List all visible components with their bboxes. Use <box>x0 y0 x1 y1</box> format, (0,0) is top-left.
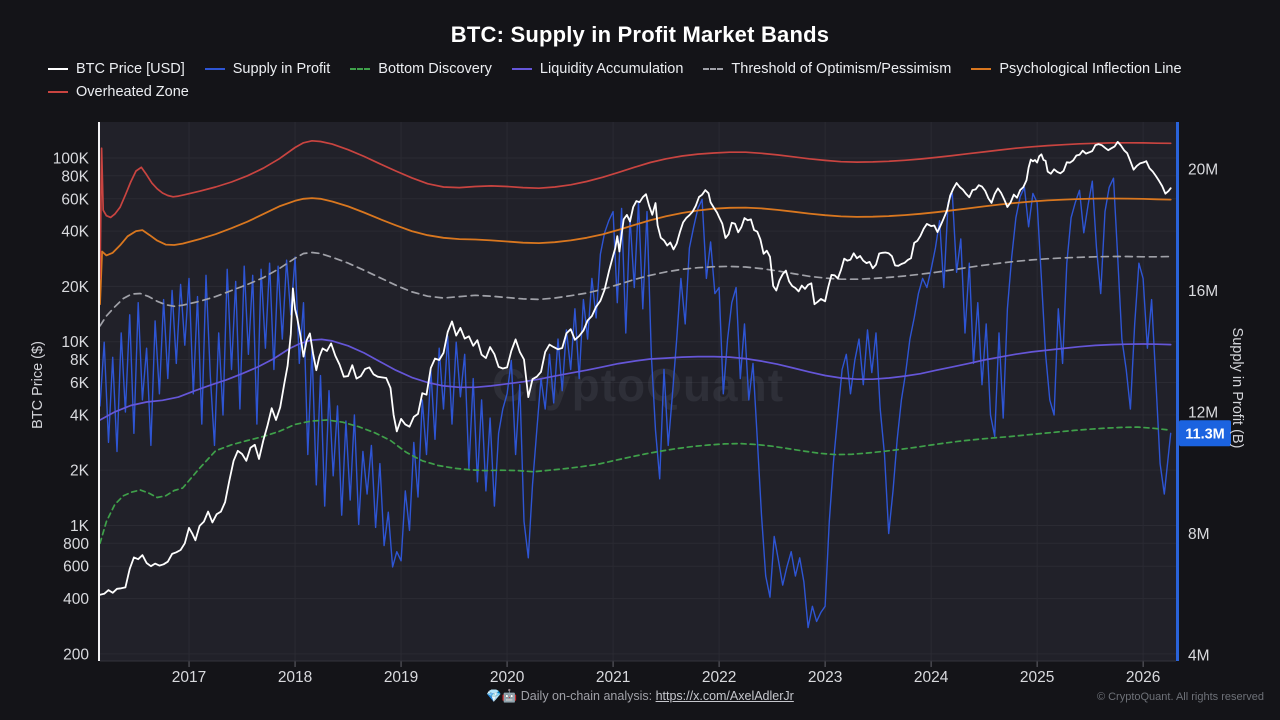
x-axis-tick-label: 2022 <box>702 669 736 686</box>
x-axis-tick-label: 2024 <box>914 669 949 686</box>
right-axis-tick-label: 4M <box>1188 647 1210 664</box>
legend-swatch <box>511 68 532 70</box>
left-axis-tick-label: 20K <box>61 279 89 296</box>
legend-swatch <box>48 91 68 93</box>
legend-label: Psychological Inflection Line <box>999 61 1182 77</box>
left-axis-tick-label: 600 <box>63 559 89 576</box>
left-axis-tick-label: 200 <box>63 646 89 663</box>
legend-label: Liquidity Accumulation <box>539 61 684 77</box>
legend: BTC Price [USD] Supply in Profit Bottom Di… <box>48 61 1248 100</box>
legend-item-bottom-discovery[interactable]: Bottom Discovery <box>350 61 492 77</box>
copyright-notice: © CryptoQuant. All rights reserved <box>1096 691 1264 703</box>
legend-item-btc-price-usd[interactable]: BTC Price [USD] <box>48 61 185 77</box>
x-axis-tick-label: 2020 <box>490 669 525 686</box>
series-bottom-discovery <box>99 419 1172 545</box>
left-axis-tick-label: 1K <box>70 518 90 535</box>
legend-swatch <box>204 68 225 70</box>
left-axis-tick-label: 10K <box>61 334 89 351</box>
series-psychological-inflection-line <box>99 197 1172 306</box>
legend-label: Threshold of Optimism/Pessimism <box>731 61 952 77</box>
last-value-badge <box>1179 420 1231 447</box>
last-value-badge-text: 11.3M <box>1185 426 1225 442</box>
left-axis-tick-label: 2K <box>70 463 90 480</box>
right-axis-tick-label: 8M <box>1188 526 1210 543</box>
x-axis-tick-label: 2021 <box>596 669 630 686</box>
legend-swatch <box>350 68 371 70</box>
left-axis-tick-label: 40K <box>61 224 89 241</box>
series-btc-price-usd <box>99 140 1172 596</box>
legend-label: Supply in Profit <box>232 61 331 77</box>
footer-emoji-icon: 💎🤖 <box>486 689 518 703</box>
series-supply-in-profit <box>99 177 1172 629</box>
page-title: BTC: Supply in Profit Market Bands <box>450 22 830 47</box>
footer-text: Daily on-chain analysis: <box>520 689 653 703</box>
right-axis-tick-label: 16M <box>1188 283 1218 300</box>
legend-item-threshold-of-optimism-pessimism[interactable]: Threshold of Optimism/Pessimism <box>703 61 951 77</box>
left-axis-tick-label: 4K <box>70 407 90 424</box>
x-axis-tick-label: 2017 <box>172 669 206 686</box>
left-axis-title: BTC Price ($) <box>30 341 46 429</box>
legend-item-supply-in-profit[interactable]: Supply in Profit <box>204 61 331 77</box>
x-axis-tick-label: 2026 <box>1126 669 1160 686</box>
legend-swatch <box>971 68 992 70</box>
left-axis-tick-label: 800 <box>63 536 89 553</box>
legend-item-overheated-zone[interactable]: Overheated Zone <box>48 84 189 100</box>
footer: 💎🤖 Daily on-chain analysis: https://x.co… <box>0 689 1280 704</box>
left-axis-tick-label: 6K <box>70 375 90 392</box>
left-axis-tick-label: 8K <box>70 352 90 369</box>
legend-label: Bottom Discovery <box>378 61 492 77</box>
right-axis-tick-label: 20M <box>1188 162 1218 179</box>
left-axis-tick-label: 100K <box>53 150 90 167</box>
right-axis-title: Supply in Profit (B) <box>1229 327 1245 449</box>
legend-swatch <box>703 68 724 70</box>
legend-label: BTC Price [USD] <box>76 61 185 77</box>
legend-label: Overheated Zone <box>76 84 189 100</box>
series-overheated-zone <box>99 139 1172 280</box>
legend-item-liquidity-accumulation[interactable]: Liquidity Accumulation <box>511 61 684 77</box>
series-threshold-of-optimism-pessimism <box>99 251 1172 327</box>
footer-link[interactable]: https://x.com/AxelAdlerJr <box>655 689 794 703</box>
series-liquidity-accumulation <box>99 338 1172 421</box>
x-axis-tick-label: 2018 <box>278 669 312 686</box>
legend-swatch <box>48 68 68 70</box>
x-axis-tick-label: 2019 <box>384 669 418 686</box>
x-axis-tick-label: 2025 <box>1020 669 1054 686</box>
left-axis-tick-label: 80K <box>61 168 89 185</box>
left-axis-tick-label: 60K <box>61 191 89 208</box>
left-axis-tick-label: 400 <box>63 591 89 608</box>
legend-item-psychological-inflection-line[interactable]: Psychological Inflection Line <box>971 61 1182 77</box>
x-axis-tick-label: 2023 <box>808 669 842 686</box>
right-axis-tick-label: 12M <box>1188 404 1218 421</box>
